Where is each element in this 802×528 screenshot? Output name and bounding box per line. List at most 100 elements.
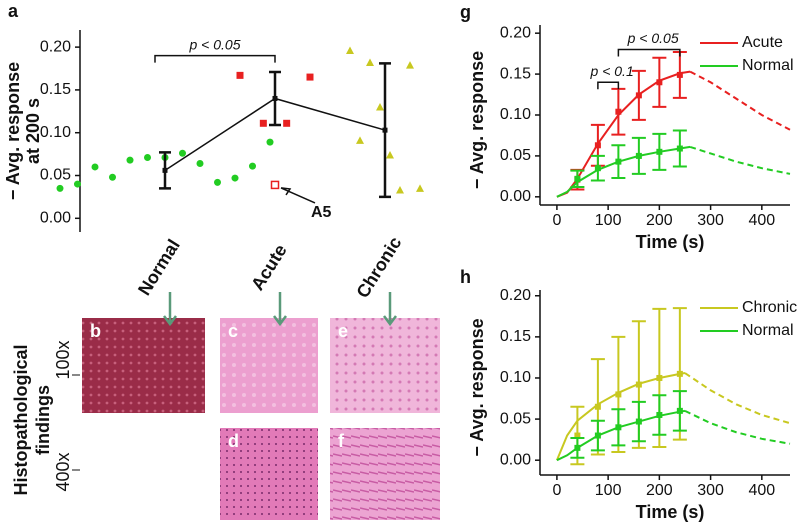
point bbox=[656, 79, 663, 86]
y-tick-label: 0.05 bbox=[500, 147, 531, 164]
mean-point bbox=[382, 127, 388, 133]
point bbox=[615, 158, 622, 165]
histology-image bbox=[220, 318, 318, 413]
histology-image bbox=[220, 428, 318, 520]
panel-letter: e bbox=[338, 321, 348, 341]
x-tick-label: Normal bbox=[134, 236, 184, 299]
point bbox=[266, 138, 274, 146]
projection-line bbox=[684, 372, 791, 425]
y-tick-label: 0.15 bbox=[500, 328, 531, 345]
point bbox=[126, 156, 134, 164]
panel-letter: b bbox=[90, 321, 101, 341]
projection-line bbox=[689, 145, 791, 175]
panel-letter: g bbox=[460, 2, 471, 22]
magnification: 100x bbox=[53, 340, 73, 379]
y-tick-label: 0.10 bbox=[500, 106, 531, 123]
annotation: A5 bbox=[311, 204, 332, 221]
y-tick-label: 0.05 bbox=[500, 410, 531, 427]
y-tick-label: 0.20 bbox=[500, 24, 531, 41]
magnification: 400x bbox=[53, 452, 73, 491]
point bbox=[346, 46, 354, 55]
y-tick-label: 0.20 bbox=[40, 38, 71, 55]
x-tick-label: Acute bbox=[247, 241, 290, 294]
point bbox=[109, 173, 116, 181]
point bbox=[574, 175, 581, 182]
point bbox=[144, 154, 151, 162]
point bbox=[574, 444, 581, 451]
point bbox=[406, 61, 414, 69]
point bbox=[179, 149, 186, 157]
x-tick-label: 0 bbox=[552, 482, 561, 499]
projection-line bbox=[684, 409, 791, 445]
panel-letter: c bbox=[228, 321, 238, 341]
y-axis-label: − Avg. response bbox=[467, 51, 487, 189]
y-tick-label: 0.10 bbox=[500, 369, 531, 386]
point bbox=[386, 150, 394, 159]
point bbox=[635, 92, 642, 99]
panel-letter: d bbox=[228, 431, 239, 451]
y-axis-label: at 200 s bbox=[23, 98, 43, 164]
point bbox=[676, 407, 683, 414]
arrow bbox=[383, 292, 397, 327]
x-tick-label: 300 bbox=[697, 482, 724, 499]
legend-label: Chronic bbox=[742, 299, 797, 316]
y-tick-label: 0.00 bbox=[40, 210, 71, 227]
panel-letter: h bbox=[460, 267, 471, 287]
panel-letter: a bbox=[8, 1, 19, 21]
y-axis-label: − Avg. response bbox=[3, 62, 23, 200]
x-tick-label: 100 bbox=[595, 212, 622, 229]
point bbox=[396, 186, 404, 194]
point bbox=[259, 119, 267, 127]
histology-image bbox=[330, 318, 440, 413]
x-tick-label: 100 bbox=[595, 482, 622, 499]
point bbox=[635, 418, 642, 425]
point bbox=[270, 180, 280, 190]
panel-letter: f bbox=[338, 431, 345, 451]
point bbox=[594, 165, 601, 172]
legend-label: Normal bbox=[742, 57, 794, 74]
mean-point bbox=[272, 95, 278, 101]
point bbox=[594, 403, 601, 410]
y-tick-label: 0.00 bbox=[500, 451, 531, 468]
point bbox=[231, 174, 239, 182]
point bbox=[56, 184, 64, 192]
point bbox=[676, 370, 683, 377]
annotation-arrow bbox=[280, 187, 316, 204]
point bbox=[574, 432, 581, 439]
point bbox=[656, 411, 663, 418]
point bbox=[615, 391, 622, 398]
point bbox=[236, 71, 244, 79]
x-tick-label: 400 bbox=[748, 212, 775, 229]
x-axis-label: Time (s) bbox=[636, 232, 705, 252]
point bbox=[594, 142, 601, 149]
point bbox=[416, 184, 424, 192]
legend-label: Acute bbox=[742, 34, 783, 51]
legend-label: Normal bbox=[742, 322, 794, 339]
bracket-label: p < 0.05 bbox=[627, 30, 679, 46]
x-tick-label: 200 bbox=[646, 482, 673, 499]
y-tick-label: 0.10 bbox=[40, 124, 71, 141]
x-tick-label: 400 bbox=[748, 482, 775, 499]
y-tick-label: 0.00 bbox=[500, 188, 531, 205]
y-axis-label: − Avg. response bbox=[467, 318, 487, 456]
x-axis-label: Time (s) bbox=[636, 502, 705, 522]
point bbox=[656, 374, 663, 381]
point bbox=[676, 71, 683, 78]
arrow bbox=[163, 292, 177, 327]
point bbox=[635, 381, 642, 388]
histology-image bbox=[82, 318, 205, 413]
point bbox=[615, 424, 622, 431]
point bbox=[214, 178, 221, 186]
x-tick-label: Chronic bbox=[352, 233, 405, 301]
bracket-label: p < 0.1 bbox=[590, 63, 634, 79]
point bbox=[196, 160, 204, 168]
point bbox=[283, 119, 291, 127]
x-tick-label: 0 bbox=[552, 212, 561, 229]
point bbox=[676, 145, 683, 152]
y-tick-label: 0.15 bbox=[500, 65, 531, 82]
point bbox=[376, 103, 384, 111]
mean-point bbox=[162, 167, 168, 173]
point bbox=[615, 108, 622, 115]
point bbox=[594, 432, 601, 439]
